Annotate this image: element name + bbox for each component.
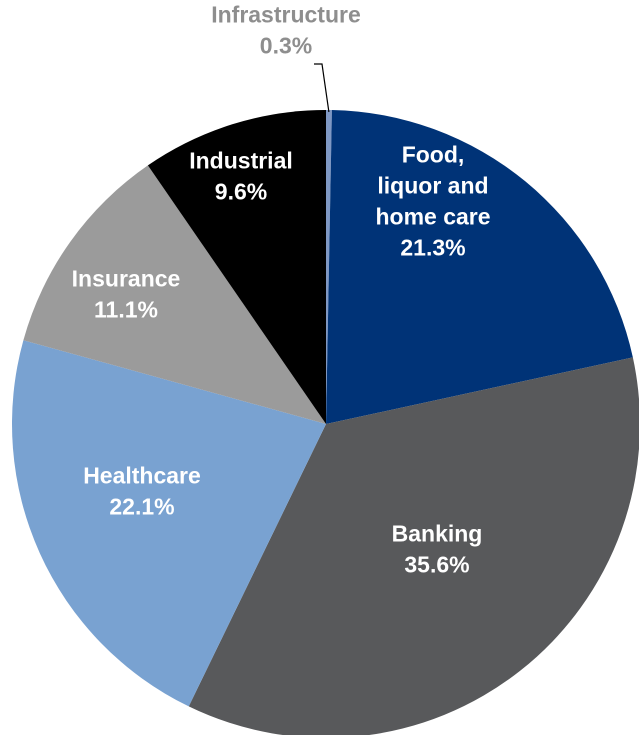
slice-label-healthcare: Healthcare 22.1% xyxy=(83,463,201,520)
slice-label-line: Industrial xyxy=(189,148,293,174)
slice-label-line: Banking xyxy=(392,521,483,547)
slice-label-line: Food, xyxy=(402,142,465,168)
slice-label-banking: Banking 35.6% xyxy=(392,521,483,578)
slice-label-insurance: Insurance 11.1% xyxy=(72,266,181,323)
slice-label-food-liquor-and-home-care: Food, liquor and home care 21.3% xyxy=(375,142,490,261)
slices-group xyxy=(11,110,639,735)
slice-label-line: liquor and xyxy=(377,173,488,199)
slice-label-infrastructure: Infrastructure 0.3% xyxy=(211,2,361,59)
slice-industrial xyxy=(147,110,326,424)
slice-label-line: Infrastructure xyxy=(211,2,361,28)
slice-label-line: home care xyxy=(375,204,490,230)
slice-banking xyxy=(188,357,639,735)
slice-label-line: 9.6% xyxy=(215,179,267,205)
slice-label-line: 22.1% xyxy=(109,494,174,520)
slice-label-line: 11.1% xyxy=(94,297,158,323)
slice-label-line: 21.3% xyxy=(400,235,465,261)
leader-line-infrastructure xyxy=(314,63,330,113)
leader-lines-group xyxy=(314,63,330,113)
slice-label-industrial: Industrial 9.6% xyxy=(189,148,293,205)
labels-group: Infrastructure 0.3% Food, liquor and home ca… xyxy=(72,2,491,578)
slice-insurance xyxy=(23,165,326,424)
slice-infrastructure xyxy=(326,110,332,424)
slice-label-line: Insurance xyxy=(72,266,181,292)
slice-label-line: 35.6% xyxy=(404,552,469,578)
slice-healthcare xyxy=(11,340,327,707)
slice-food-liquor-and-home-care xyxy=(326,110,633,424)
slice-label-line: Healthcare xyxy=(83,463,201,489)
slice-label-line: 0.3% xyxy=(260,33,312,59)
